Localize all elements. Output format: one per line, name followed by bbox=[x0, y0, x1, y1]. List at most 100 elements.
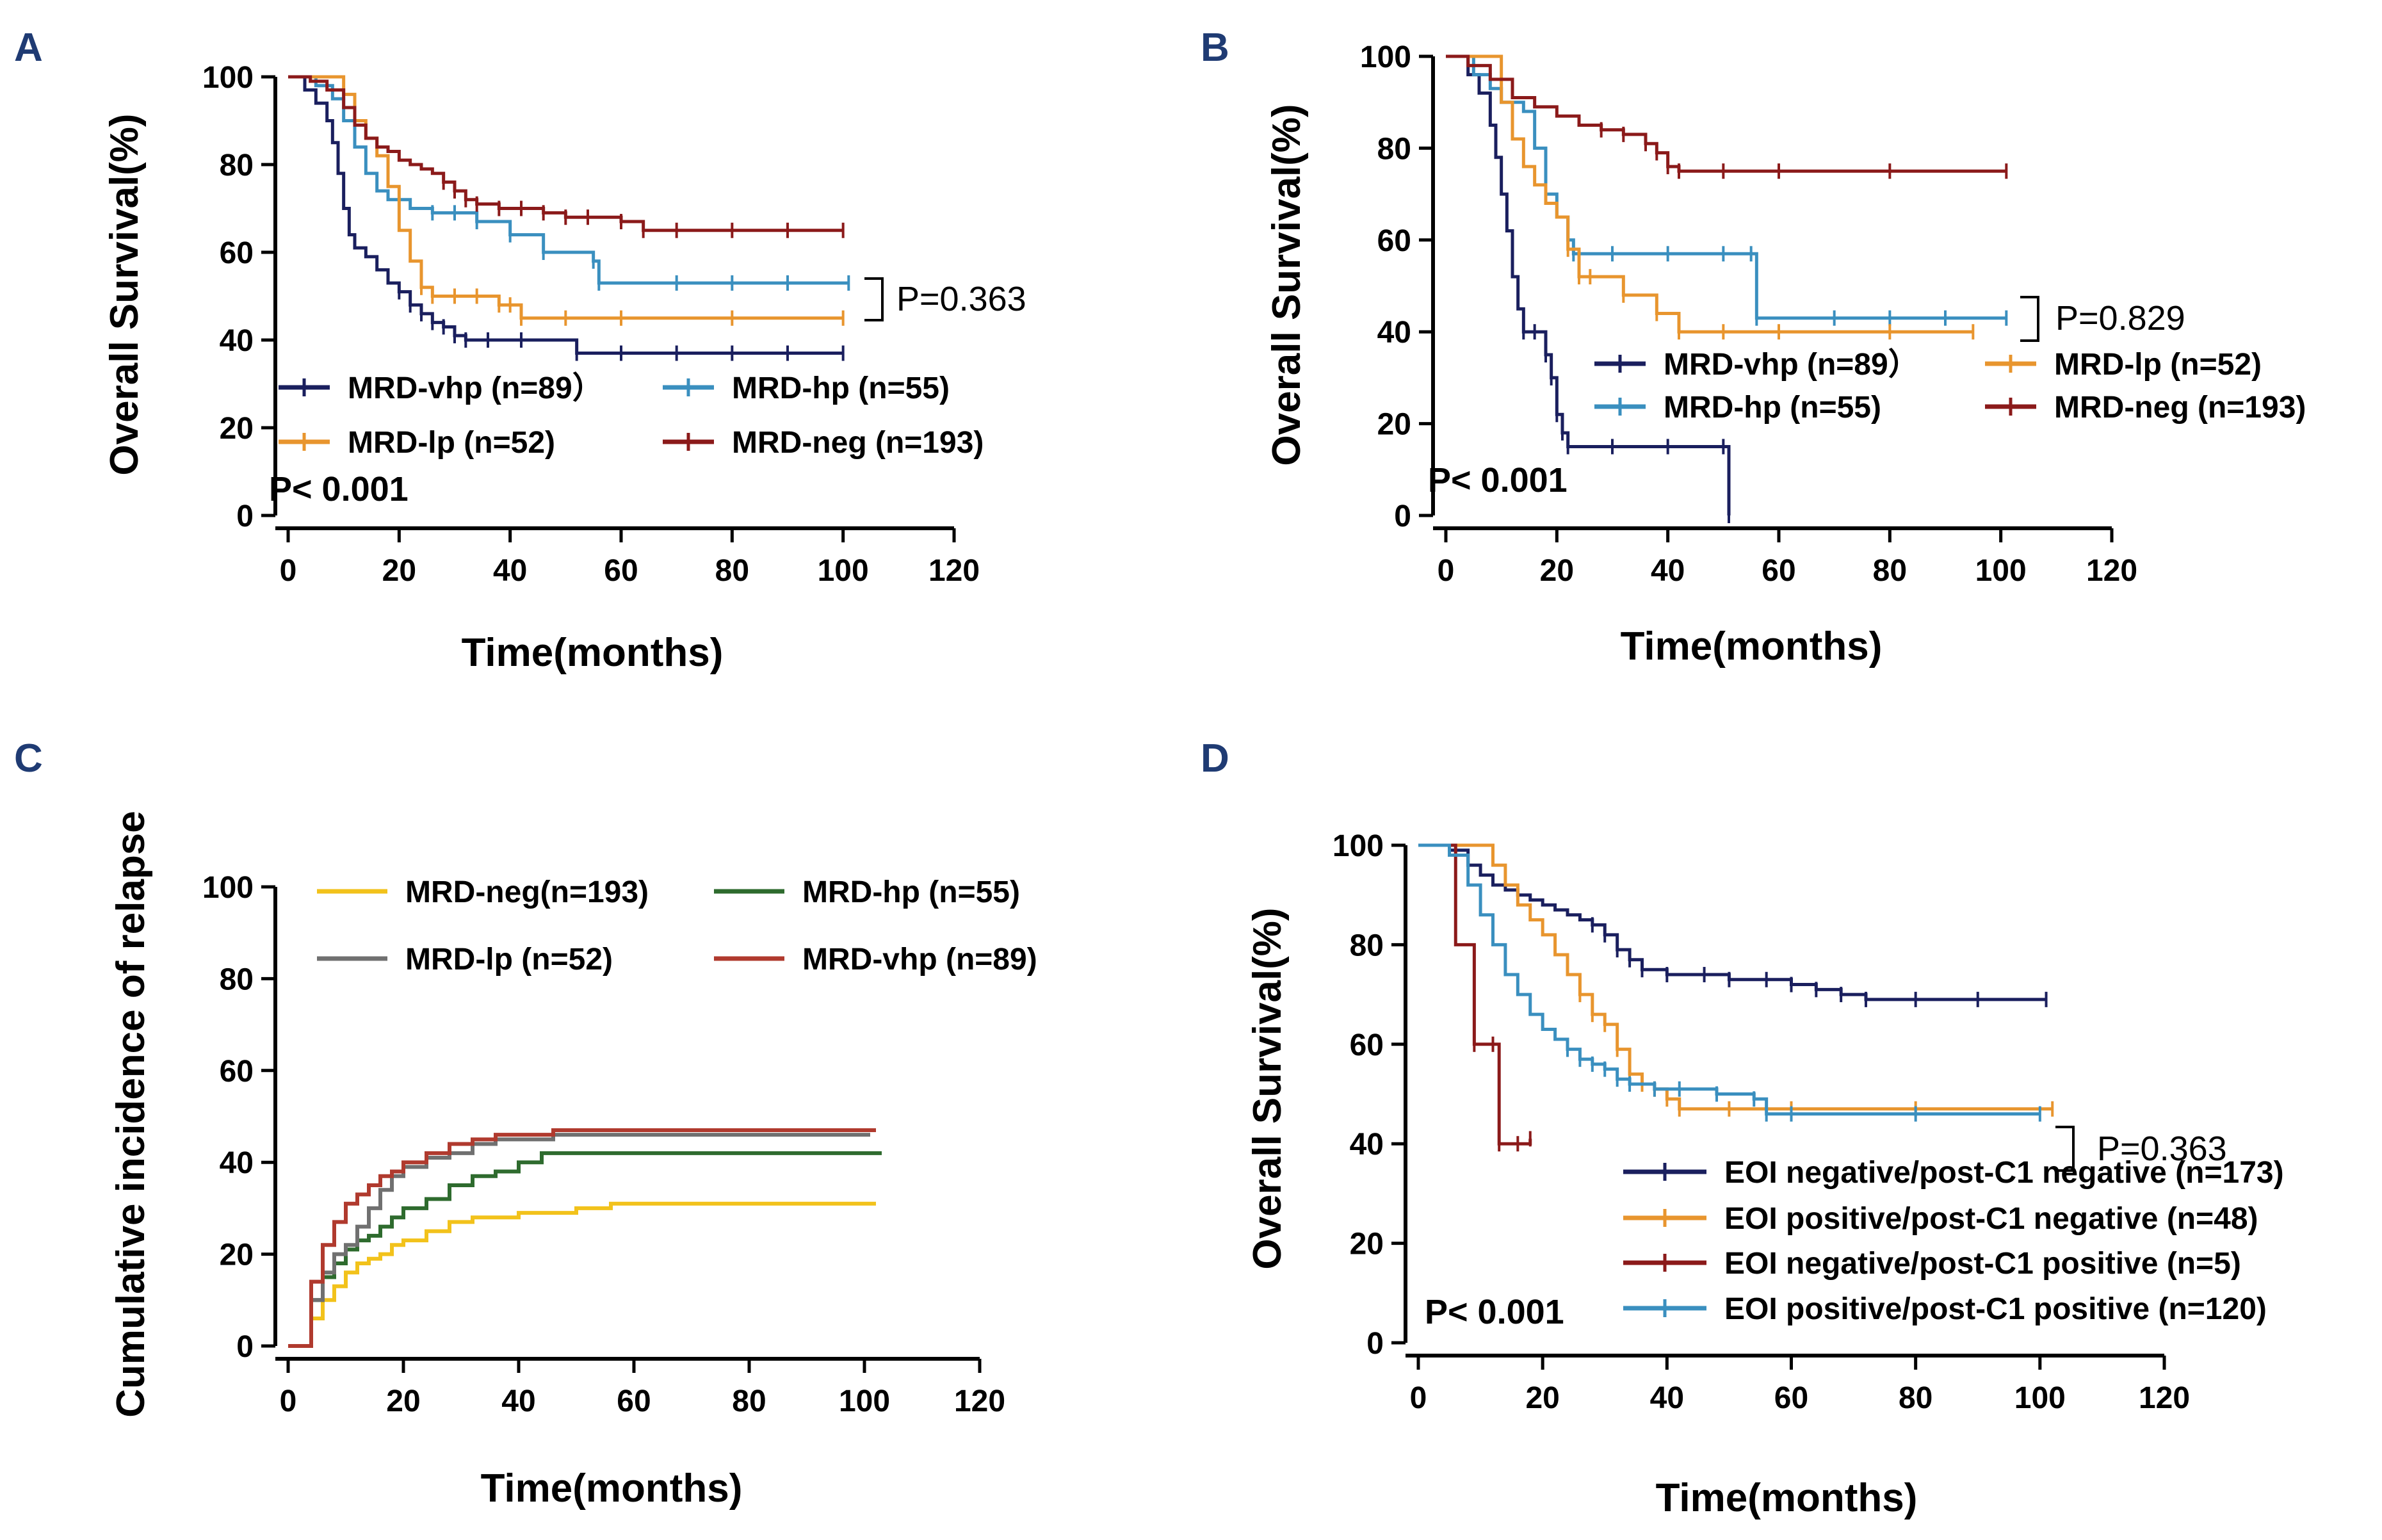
series-line-1 bbox=[1446, 54, 2007, 320]
x-tick-label: 40 bbox=[1650, 1381, 1684, 1415]
x-tick-label: 0 bbox=[1438, 554, 1455, 588]
x-tick-label: 120 bbox=[928, 554, 980, 588]
y-tick-label: 60 bbox=[1350, 1028, 1384, 1062]
y-tick-label: 0 bbox=[236, 1330, 254, 1364]
y-axis-title: Overall Survival(%) bbox=[102, 113, 147, 475]
legend-label: MRD-vhp (n=89) bbox=[802, 943, 1037, 977]
x-tick-label: 60 bbox=[604, 554, 638, 588]
y-tick-label: 60 bbox=[220, 236, 254, 270]
series-line-2 bbox=[288, 1133, 870, 1348]
logrank-p-text: P< 0.001 bbox=[1428, 461, 1568, 499]
y-tick-label: 80 bbox=[1350, 928, 1384, 962]
y-tick-label: 20 bbox=[1377, 408, 1411, 442]
panel-letter: B bbox=[1201, 26, 1229, 70]
x-tick-label: 80 bbox=[1899, 1381, 1932, 1415]
legend-label: EOI positive/post-C1 positive (n=120) bbox=[1724, 1292, 2267, 1326]
legend-label: MRD-hp (n=55) bbox=[1664, 391, 1881, 425]
series-line-1 bbox=[288, 1151, 882, 1348]
x-tick-label: 20 bbox=[1525, 1381, 1559, 1415]
y-tick-label: 80 bbox=[220, 962, 254, 996]
legend-label: MRD-vhp (n=89） bbox=[348, 371, 603, 405]
x-tick-label: 100 bbox=[839, 1384, 890, 1418]
x-tick-label: 60 bbox=[1774, 1381, 1808, 1415]
p-value-text: P=0.363 bbox=[2097, 1130, 2227, 1168]
x-tick-label: 60 bbox=[617, 1384, 651, 1418]
legend-label: MRD-lp (n=52) bbox=[2054, 348, 2262, 382]
series-line-0 bbox=[288, 1201, 876, 1348]
series-line-3 bbox=[1446, 54, 2007, 173]
x-axis-title: Time(months) bbox=[1656, 1476, 1918, 1520]
x-tick-label: 120 bbox=[954, 1384, 1005, 1418]
panel-b: B 0 20 40 60 80 100 0 20 40 60 80 100 120 Time(months)… bbox=[1201, 26, 2306, 669]
legend-label: MRD-lp (n=52) bbox=[405, 943, 613, 977]
logrank-p-text: P< 0.001 bbox=[1425, 1293, 1564, 1331]
series-line-0 bbox=[1446, 54, 1731, 515]
x-tick-label: 40 bbox=[493, 554, 527, 588]
panel-letter: C bbox=[14, 736, 43, 781]
y-tick-label: 20 bbox=[1350, 1228, 1384, 1261]
legend-label: MRD-hp (n=55) bbox=[732, 371, 950, 405]
legend-label: EOI negative/post-C1 negative (n=173) bbox=[1724, 1156, 2284, 1190]
y-tick-label: 80 bbox=[220, 149, 254, 182]
panel-c: C 0 20 40 60 80 100 0 20 40 60 80 100 120 Time(months)… bbox=[14, 736, 1037, 1511]
x-tick-label: 20 bbox=[382, 554, 416, 588]
x-tick-label: 20 bbox=[1540, 554, 1574, 588]
legend-label: MRD-neg (n=193) bbox=[2054, 391, 2306, 425]
x-tick-label: 100 bbox=[2014, 1381, 2066, 1415]
y-tick-label: 20 bbox=[220, 1238, 254, 1272]
y-tick-label: 100 bbox=[202, 871, 254, 905]
x-tick-label: 0 bbox=[280, 554, 297, 588]
y-tick-label: 20 bbox=[220, 412, 254, 446]
logrank-p-text: P< 0.001 bbox=[269, 470, 409, 508]
legend-label: MRD-vhp (n=89） bbox=[1664, 348, 1919, 382]
x-tick-label: 100 bbox=[818, 554, 869, 588]
p-value-text: P=0.363 bbox=[896, 280, 1026, 318]
y-tick-label: 40 bbox=[1350, 1128, 1384, 1162]
x-tick-label: 20 bbox=[386, 1384, 420, 1418]
x-tick-label: 120 bbox=[2086, 554, 2137, 588]
p-value-bracket bbox=[2020, 296, 2039, 342]
series-line-2 bbox=[1446, 54, 1973, 334]
y-axis-title: Overall Survival(%) bbox=[1265, 104, 1309, 466]
legend-label: MRD-neg (n=193) bbox=[732, 426, 984, 460]
p-value-bracket bbox=[864, 277, 884, 321]
y-tick-label: 40 bbox=[1377, 316, 1411, 350]
y-tick-label: 40 bbox=[220, 324, 254, 358]
panel-letter: A bbox=[14, 26, 43, 70]
y-tick-label: 60 bbox=[1377, 224, 1411, 258]
x-tick-label: 0 bbox=[1410, 1381, 1427, 1415]
legend-label: EOI positive/post-C1 negative (n=48) bbox=[1724, 1202, 2258, 1236]
series-line-1 bbox=[1418, 843, 2053, 1111]
y-tick-label: 0 bbox=[1394, 499, 1411, 533]
series-line-0 bbox=[288, 75, 843, 355]
x-axis-title: Time(months) bbox=[1621, 624, 1883, 669]
x-tick-label: 80 bbox=[732, 1384, 766, 1418]
y-tick-label: 100 bbox=[1333, 829, 1384, 863]
series-line-0 bbox=[1418, 843, 2046, 1001]
x-axis-title: Time(months) bbox=[462, 631, 724, 675]
x-tick-label: 120 bbox=[2139, 1381, 2190, 1415]
y-axis-title: Cumulative incidence of relapse bbox=[109, 811, 153, 1418]
x-tick-label: 80 bbox=[715, 554, 749, 588]
y-tick-label: 40 bbox=[220, 1146, 254, 1180]
x-tick-label: 40 bbox=[1651, 554, 1685, 588]
legend-label: MRD-lp (n=52) bbox=[348, 426, 555, 460]
y-tick-label: 60 bbox=[220, 1055, 254, 1089]
x-tick-label: 0 bbox=[280, 1384, 297, 1418]
panel-letter: D bbox=[1201, 736, 1229, 781]
x-axis-title: Time(months) bbox=[481, 1466, 743, 1511]
x-tick-label: 80 bbox=[1873, 554, 1907, 588]
series-line-3 bbox=[288, 75, 843, 232]
y-tick-label: 100 bbox=[202, 61, 254, 95]
x-tick-label: 40 bbox=[501, 1384, 535, 1418]
series-line-3 bbox=[288, 1128, 876, 1348]
legend-label: MRD-neg(n=193) bbox=[405, 875, 649, 909]
x-tick-label: 100 bbox=[1975, 554, 2027, 588]
y-tick-label: 80 bbox=[1377, 132, 1411, 166]
legend-label: EOI negative/post-C1 positive (n=5) bbox=[1724, 1247, 2241, 1281]
panel-d: D 0 20 40 60 80 100 0 20 40 60 80 100 120 Time(months)… bbox=[1201, 736, 2284, 1520]
x-tick-label: 60 bbox=[1762, 554, 1795, 588]
y-tick-label: 0 bbox=[1366, 1327, 1384, 1361]
p-value-text: P=0.829 bbox=[2055, 299, 2185, 337]
